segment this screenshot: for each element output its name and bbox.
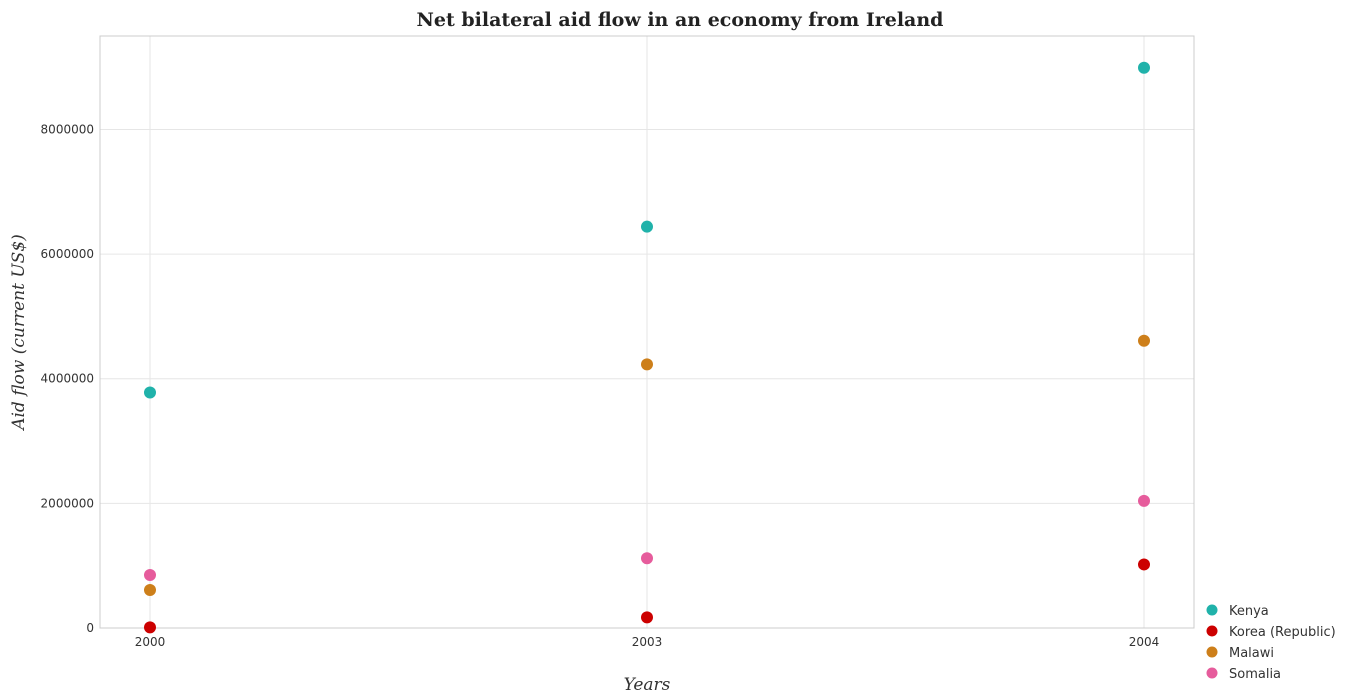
- y-axis-label: Aid flow (current US$): [9, 234, 29, 432]
- plot-frame: [99, 35, 1195, 629]
- legend-label: Malawi: [1229, 646, 1274, 661]
- y-tick-label: 6000000: [41, 247, 94, 261]
- grid: [100, 36, 1194, 629]
- point-korea-republic-2000: [144, 621, 156, 634]
- point-kenya-2003: [641, 220, 653, 233]
- y-tick-label: 2000000: [41, 496, 94, 510]
- legend-label: Somalia: [1229, 667, 1281, 682]
- point-kenya-2004: [1138, 61, 1150, 74]
- legend-label: Kenya: [1229, 604, 1269, 619]
- point-malawi-2004: [1138, 334, 1150, 347]
- point-malawi-2003: [641, 358, 653, 371]
- x-axis-ticks: 2000 2003 2004: [135, 635, 1160, 649]
- point-kenya-2000: [144, 386, 156, 399]
- point-korea-republic-2004: [1138, 558, 1150, 571]
- chart-title: Net bilateral aid flow in an economy fro…: [417, 9, 944, 31]
- point-somalia-2004: [1138, 494, 1150, 507]
- y-axis-ticks: 0 2000000 4000000 6000000 8000000: [41, 122, 94, 635]
- legend-marker: [1206, 604, 1218, 616]
- legend-label: Korea (Republic): [1229, 625, 1336, 640]
- x-axis-label: Years: [624, 675, 671, 695]
- x-tick-label: 2000: [135, 635, 166, 649]
- x-tick-label: 2004: [1129, 635, 1160, 649]
- y-tick-label: 8000000: [41, 122, 94, 136]
- y-tick-label: 4000000: [41, 372, 94, 386]
- point-somalia-2000: [144, 569, 156, 582]
- legend-marker: [1206, 625, 1218, 637]
- legend-marker: [1206, 667, 1218, 679]
- data-points: [144, 61, 1150, 634]
- legend: Kenya Korea (Republic) Malawi Somalia: [1206, 604, 1336, 682]
- legend-marker: [1206, 646, 1218, 658]
- point-somalia-2003: [641, 552, 653, 565]
- x-tick-label: 2003: [632, 635, 663, 649]
- point-malawi-2000: [144, 583, 156, 596]
- point-korea-republic-2003: [641, 611, 653, 624]
- y-tick-label: 0: [86, 621, 94, 635]
